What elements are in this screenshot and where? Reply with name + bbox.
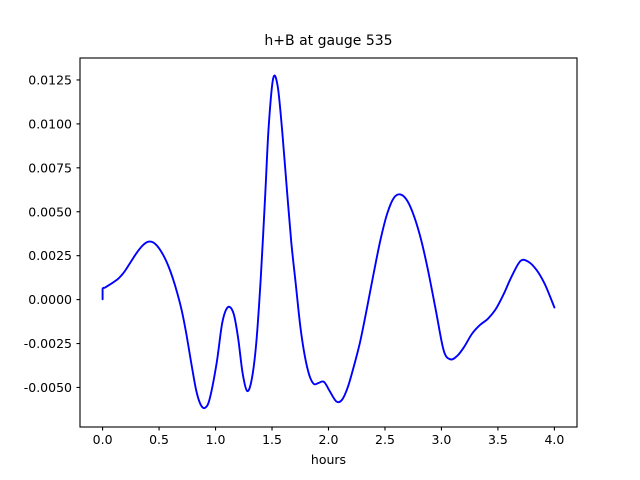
y-axis-ticks: -0.0050 -0.0025 0.0000 0.0025 0.0050 0.0075 0.… (24, 72, 80, 395)
x-tick-label: 1.0 (206, 432, 226, 447)
y-tick-label: 0.0125 (28, 72, 72, 87)
x-tick-label: 0.5 (149, 432, 169, 447)
series-line-0 (101, 74, 556, 410)
x-axis-ticks: 0.0 0.5 1.0 1.5 2.0 2.5 3.0 3.5 4.0 (93, 427, 564, 447)
x-tick-label: 0.0 (93, 432, 113, 447)
y-tick-label: 0.0000 (28, 292, 72, 307)
y-tick-label: 0.0050 (28, 204, 72, 219)
chart-title: h+B at gauge 535 (264, 33, 392, 49)
x-tick-label: 2.0 (319, 432, 339, 447)
x-tick-label: 2.5 (375, 432, 395, 447)
y-tick-label: -0.0050 (24, 380, 72, 395)
x-tick-label: 1.5 (262, 432, 282, 447)
x-tick-label: 3.0 (432, 432, 452, 447)
x-tick-label: 3.5 (488, 432, 508, 447)
y-tick-label: 0.0100 (28, 116, 72, 131)
y-tick-label: 0.0025 (28, 248, 72, 263)
x-tick-label: 4.0 (544, 432, 564, 447)
y-tick-label: 0.0075 (28, 160, 72, 175)
y-tick-label: -0.0025 (24, 336, 72, 351)
data-series-group (101, 74, 556, 410)
x-axis-label: hours (311, 452, 346, 467)
